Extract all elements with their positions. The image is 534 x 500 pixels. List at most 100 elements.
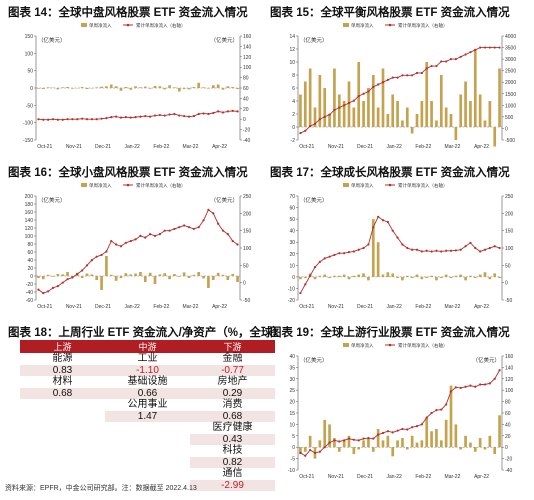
line-point (440, 250, 443, 253)
right-tick-label: 4000 (505, 34, 516, 40)
table-cell: 工业 (137, 353, 158, 365)
bar (415, 274, 419, 277)
table-row: 科技 (20, 445, 275, 457)
line-point (469, 384, 472, 387)
bar (173, 87, 176, 88)
bar (401, 276, 404, 281)
table-cell (105, 445, 190, 457)
bar (328, 276, 331, 279)
bar (415, 442, 419, 448)
line-point (81, 269, 84, 272)
bar (308, 68, 312, 127)
line-point (493, 46, 496, 49)
left-tick-label: 0 (30, 274, 33, 280)
bar (207, 276, 210, 288)
bar (352, 275, 356, 277)
left-tick-label: 20 (27, 266, 33, 272)
line-point (173, 227, 176, 231)
bar (410, 435, 414, 448)
line-point (236, 243, 239, 246)
bar (415, 114, 419, 127)
bar (95, 276, 99, 280)
line-point (110, 116, 113, 119)
right-tick-label: 100 (505, 388, 514, 394)
left-tick-label: 35 (289, 365, 295, 371)
left-tick-label: 14 (289, 34, 295, 40)
bar (347, 435, 351, 448)
line-point (396, 76, 399, 79)
bar (100, 276, 103, 290)
bar (231, 86, 235, 88)
legend-line-label: 累计单周净流入（右轴） (398, 182, 448, 189)
line-point (430, 64, 433, 68)
left-axis-unit: （亿美元） (38, 196, 66, 204)
line-point (362, 92, 365, 95)
bar (347, 81, 351, 127)
bar (459, 274, 463, 277)
bar (187, 88, 191, 90)
line-point (105, 117, 108, 120)
table-cell: 金融 (222, 353, 243, 365)
bar (454, 275, 458, 277)
line-point (347, 101, 351, 105)
bar (439, 440, 443, 448)
bar (483, 447, 487, 450)
right-tick-label: 120 (505, 377, 514, 383)
line-point (299, 451, 302, 454)
table-row: 0.82 (20, 456, 275, 468)
bar (119, 88, 123, 91)
bar (207, 88, 210, 89)
line-point (338, 440, 341, 443)
line-point (474, 246, 477, 250)
right-axis-unit: （亿美元） (472, 356, 500, 364)
x-tick-label: Mar-22 (445, 144, 461, 150)
line-point (401, 243, 404, 246)
legend-line-label: 累计单周净流入（右轴） (398, 342, 448, 349)
table-cell: 0.68 (20, 387, 105, 399)
line-point (105, 250, 108, 253)
bar (221, 88, 225, 90)
table-cell (20, 468, 105, 480)
left-tick-label: 140 (25, 218, 34, 224)
table-row: 通信 (20, 468, 275, 480)
bar (148, 272, 152, 276)
bar (323, 274, 327, 277)
line-point (459, 55, 462, 58)
table-cell (20, 445, 105, 457)
bar (425, 276, 429, 279)
bar (362, 101, 365, 127)
right-tick-label: 2500 (505, 69, 516, 75)
bar (367, 88, 370, 127)
line-point (488, 246, 491, 250)
right-tick-label: 0 (505, 126, 508, 132)
right-tick-label: 1500 (505, 92, 516, 98)
bar (435, 428, 438, 448)
line-point (149, 115, 152, 118)
x-tick-label: Mar-22 (183, 304, 199, 310)
line-point (454, 386, 457, 389)
line-point (454, 249, 457, 252)
line-point (381, 81, 385, 84)
bar (420, 101, 424, 127)
bar (197, 272, 201, 276)
right-tick-label: 80 (243, 76, 249, 82)
line-point (498, 246, 501, 250)
bar (61, 87, 65, 88)
line-point (357, 248, 360, 251)
left-tick-label: 160 (25, 210, 34, 216)
line-point (173, 112, 176, 116)
x-tick-label: Apr-22 (474, 144, 489, 150)
left-tick-label: 4 (292, 99, 295, 105)
table-cell: 0.43 (190, 433, 275, 445)
line-point (309, 125, 312, 128)
left-tick-label: 0 (292, 275, 295, 281)
right-tick-label: 140 (243, 44, 252, 50)
line-point (144, 236, 147, 239)
bar (386, 272, 390, 277)
right-tick-label: 200 (505, 211, 514, 217)
line-point (343, 104, 346, 107)
bar (216, 272, 220, 276)
x-tick-label: Dec-21 (95, 304, 111, 310)
line-point (435, 409, 438, 412)
right-axis-unit: （亿美元） (210, 196, 238, 204)
